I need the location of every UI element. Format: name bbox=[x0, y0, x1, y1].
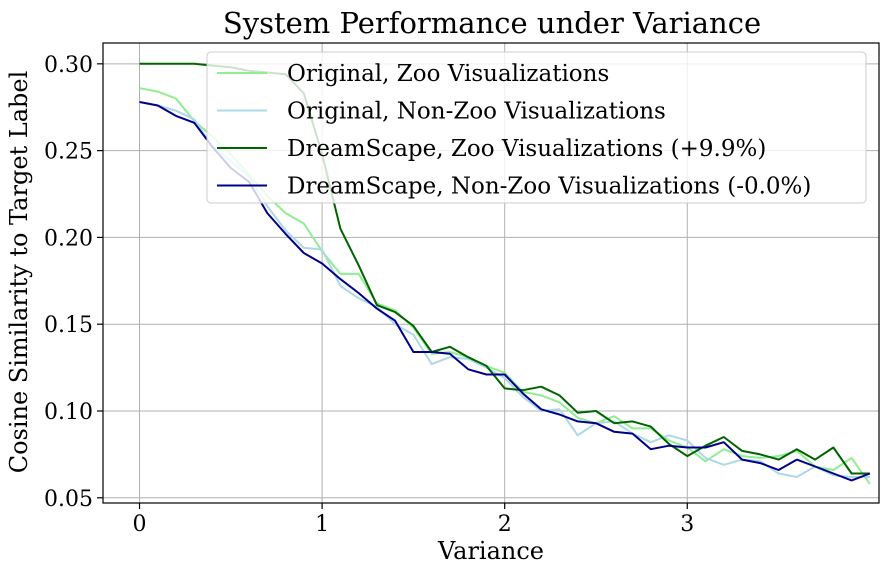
x-tick-label-1: 1 bbox=[315, 512, 329, 537]
plot-frame bbox=[102, 42, 880, 504]
legend-label-3: DreamScape, Non-Zoo Visualizations (-0.0… bbox=[287, 174, 811, 200]
x-tick-label-2: 2 bbox=[498, 512, 512, 537]
y-tick-label-2: 0.15 bbox=[44, 313, 93, 338]
y-tick-label-4: 0.25 bbox=[44, 140, 93, 165]
chart-title: System Performance under Variance bbox=[223, 6, 761, 40]
y-tick-label-0: 0.05 bbox=[44, 487, 93, 512]
x-axis-label: Variance bbox=[437, 537, 544, 565]
legend-label-2: DreamScape, Zoo Visualizations (+9.9%) bbox=[287, 136, 766, 162]
y-tick-label-5: 0.30 bbox=[44, 53, 93, 78]
legend-box bbox=[206, 51, 867, 204]
y-tick-label-3: 0.20 bbox=[44, 226, 93, 251]
legend: Original, Zoo Visualizations Original, No… bbox=[206, 51, 867, 204]
y-axis-label: Cosine Similarity to Target Label bbox=[5, 71, 33, 474]
x-tick-label-3: 3 bbox=[680, 512, 694, 537]
x-tick-label-0: 0 bbox=[133, 512, 147, 537]
legend-label-1: Original, Non-Zoo Visualizations bbox=[287, 99, 666, 125]
axis-ticks: 0 1 2 3 0.05 0.10 0.15 0.20 0.25 0.30 bbox=[44, 53, 694, 537]
y-tick-label-1: 0.10 bbox=[44, 400, 93, 425]
legend-label-0: Original, Zoo Visualizations bbox=[287, 61, 609, 87]
